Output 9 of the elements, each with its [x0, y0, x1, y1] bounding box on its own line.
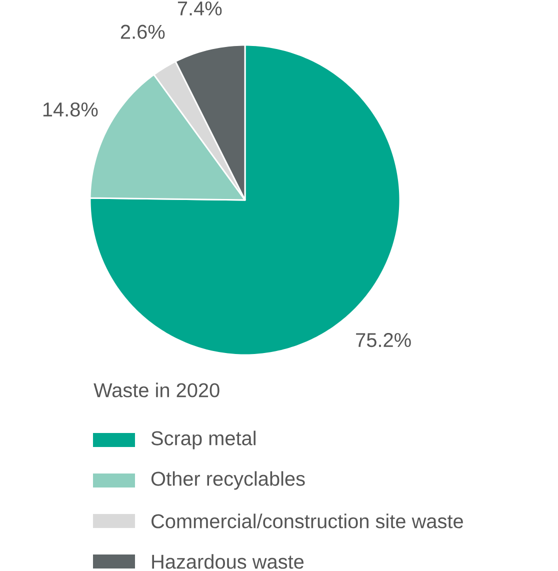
- data-label: 75.2%: [356, 333, 411, 348]
- legend-label: Commercial/construction site waste: [152, 514, 463, 528]
- legend-label: Scrap metal: [151, 430, 256, 450]
- data-label: 14.8%: [43, 102, 98, 117]
- legend-label: Other recyclables: [151, 471, 305, 490]
- legend-title: Waste in 2020: [94, 382, 220, 398]
- legend-label: Hazardous waste: [152, 554, 304, 569]
- data-label: 2.6%: [120, 24, 165, 39]
- data-label: 7.4%: [178, 1, 222, 16]
